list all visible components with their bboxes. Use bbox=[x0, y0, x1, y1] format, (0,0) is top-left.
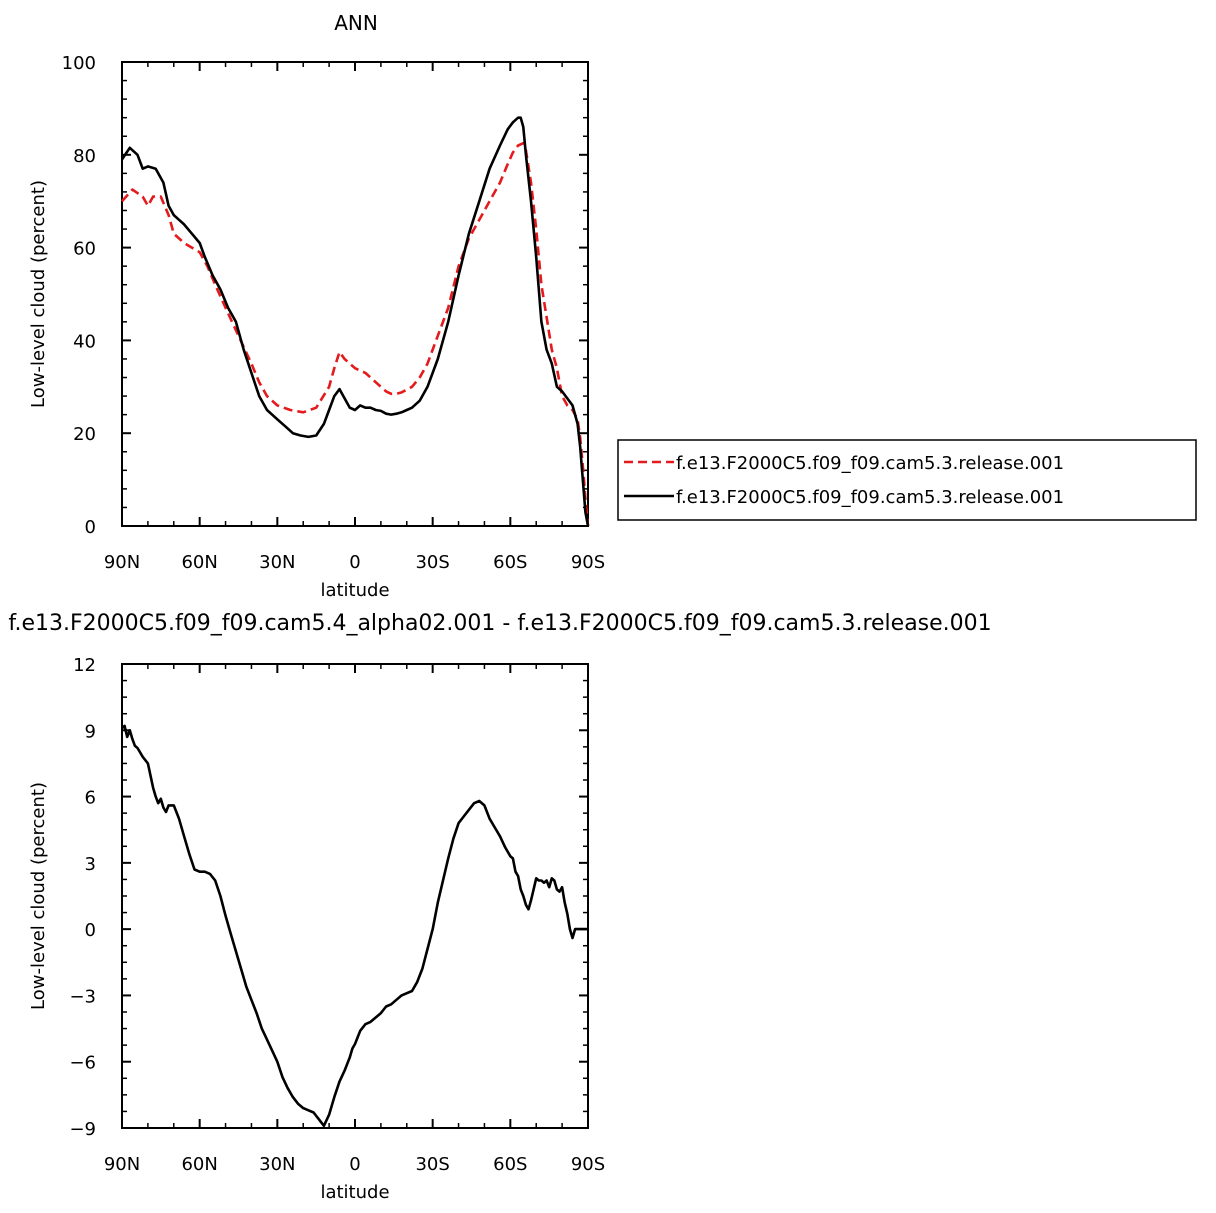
chart-1-y-tick-label: 80 bbox=[73, 146, 96, 167]
chart-1-x-tick-label: 30N bbox=[259, 552, 295, 573]
chart-1-legend-box bbox=[617, 439, 1197, 521]
chart-2-y-tick-label: 9 bbox=[85, 721, 96, 742]
chart-2-y-tick-label: −6 bbox=[69, 1053, 96, 1074]
chart-2-y-tick-label: 12 bbox=[73, 655, 96, 676]
chart-1-x-tick-label: 0 bbox=[349, 552, 360, 573]
chart-2-y-tick-label: −9 bbox=[69, 1119, 96, 1140]
chart-2-x-axis-label: latitude bbox=[320, 1182, 389, 1203]
chart-2-x-tick-label: 0 bbox=[349, 1154, 360, 1175]
chart-2-y-axis-label: Low-level cloud (percent) bbox=[28, 782, 49, 1010]
chart-1-x-axis-label: latitude bbox=[320, 580, 389, 601]
chart-2-y-tick-label: 0 bbox=[85, 920, 96, 941]
chart-1-x-tick-label: 90N bbox=[104, 552, 140, 573]
chart-1-legend-label-1: f.e13.F2000C5.f09_f09.cam5.3.release.001 bbox=[676, 453, 1064, 474]
chart-1-y-tick-label: 60 bbox=[73, 239, 96, 260]
chart-1-y-tick-label: 100 bbox=[62, 53, 96, 74]
chart-2-series-1-line bbox=[121, 724, 588, 1128]
chart-2-y-tick-label: 6 bbox=[85, 788, 96, 809]
chart-1-x-tick-label: 90S bbox=[571, 552, 605, 573]
chart-2-y-tick-label: −3 bbox=[69, 986, 96, 1007]
chart-2-x-tick-label: 30S bbox=[415, 1154, 449, 1175]
chart-1-legend-label-2: f.e13.F2000C5.f09_f09.cam5.3.release.001 bbox=[676, 487, 1064, 508]
chart-2-x-tick-label: 90S bbox=[571, 1154, 605, 1175]
chart-1-x-tick-label: 60S bbox=[493, 552, 527, 573]
chart-1-title: ANN bbox=[334, 11, 378, 35]
chart-1-series-2-line bbox=[120, 116, 590, 527]
chart-1-x-tick-label: 30S bbox=[415, 552, 449, 573]
chart-2-y-tick-label: 3 bbox=[85, 854, 96, 875]
chart-2-x-tick-label: 60S bbox=[493, 1154, 527, 1175]
chart-1-y-tick-label: 40 bbox=[73, 331, 96, 352]
chart-1-x-tick-label: 60N bbox=[181, 552, 217, 573]
chart-1-y-tick-label: 0 bbox=[85, 517, 96, 538]
chart-1-series-1-line bbox=[121, 141, 590, 527]
chart-1-y-tick-label: 20 bbox=[73, 424, 96, 445]
chart-2-title: f.e13.F2000C5.f09_f09.cam5.4_alpha02.001… bbox=[8, 611, 991, 636]
chart-2-x-tick-label: 30N bbox=[259, 1154, 295, 1175]
chart-1-y-axis-label: Low-level cloud (percent) bbox=[28, 180, 49, 408]
chart-2-x-tick-label: 60N bbox=[181, 1154, 217, 1175]
chart-2-x-tick-label: 90N bbox=[104, 1154, 140, 1175]
